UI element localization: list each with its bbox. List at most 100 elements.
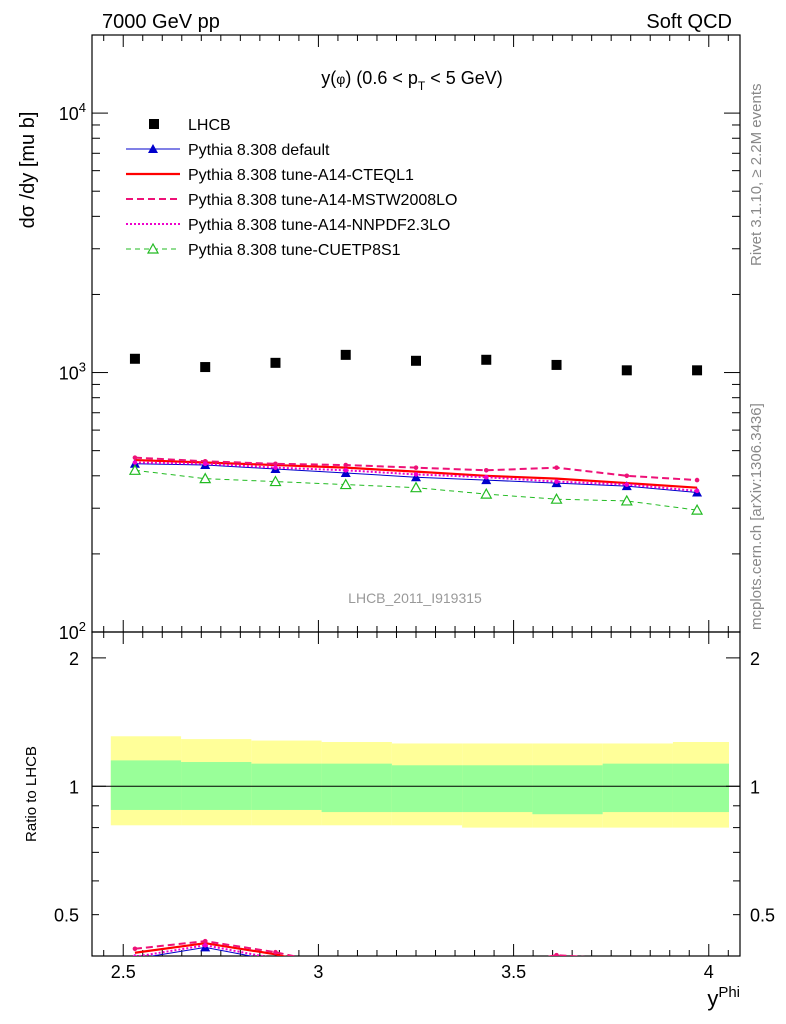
series-point	[343, 467, 349, 473]
reference-point	[621, 365, 632, 376]
series-point	[269, 475, 282, 487]
reference-point	[270, 357, 281, 368]
ratio-point	[624, 957, 629, 962]
series-point	[413, 472, 419, 477]
legend-label: LHCB	[188, 117, 231, 134]
series-point	[409, 481, 423, 493]
ratio-line	[134, 942, 287, 956]
legend-marker	[149, 119, 159, 129]
ratio-point	[624, 972, 629, 977]
reference-point	[481, 354, 492, 365]
band-1sigma	[110, 760, 182, 810]
ratio-series	[132, 938, 702, 1020]
series-point	[481, 475, 492, 485]
x-tick-label: 2.5	[111, 962, 136, 982]
reference-point	[692, 365, 703, 376]
series-point	[128, 464, 141, 475]
y-tick-label: 102	[59, 619, 86, 643]
band-1sigma	[532, 765, 603, 815]
x-tick-label: 3.5	[501, 962, 526, 982]
ratio-tick-label-right: 2	[750, 649, 760, 669]
ratio-line	[149, 946, 254, 956]
band-1sigma	[602, 763, 673, 813]
series-point	[411, 472, 421, 482]
ratio-point	[554, 976, 559, 981]
ratio-point	[343, 965, 348, 970]
legend-label: Pythia 8.308 tune-A14-NNPDF2.3LO	[188, 217, 450, 234]
analysis-id: LHCB_2011_I919315	[348, 590, 482, 606]
ratio-point	[200, 965, 210, 974]
reference-point	[411, 355, 421, 366]
reference-point	[200, 362, 211, 373]
series-line	[134, 458, 698, 489]
series-point	[199, 472, 212, 484]
ratio-series-group	[132, 938, 702, 1020]
series-point	[694, 488, 700, 494]
x-tick-label: 3	[313, 962, 323, 982]
series-point	[273, 465, 278, 470]
ratio-point	[695, 982, 700, 987]
ratio-point	[411, 973, 421, 982]
rivet-label: Rivet 3.1.10, ≥ 2.2M events	[748, 84, 765, 267]
ratio-line	[135, 970, 697, 1016]
ratio-tick-label-left: 2	[69, 649, 79, 669]
legend-label: Pythia 8.308 tune-A14-MSTW2008LO	[188, 192, 457, 209]
series-point	[343, 462, 349, 468]
ratio-point	[481, 1002, 491, 1011]
ratio-point	[275, 955, 276, 956]
header-right: Soft QCD	[646, 11, 732, 33]
legend-label: Pythia 8.308 default	[188, 142, 330, 159]
axis-ticks	[92, 34, 740, 957]
series-point	[483, 467, 489, 473]
series-point	[132, 455, 138, 460]
ratio-point	[341, 976, 351, 985]
tick-labels: 2.5 3 3.5 4 102 103 104 0.5 0.5 1 1 2 2	[54, 100, 775, 982]
ratio-point	[695, 964, 700, 969]
ratio-line	[134, 940, 586, 956]
main-series	[128, 349, 704, 515]
band-1sigma	[321, 763, 392, 813]
ratio-point	[484, 977, 489, 982]
chart-title: y(φ) (0.6 < pT < 5 GeV)	[321, 68, 503, 93]
legend-marker	[146, 242, 160, 254]
ratio-point	[411, 990, 421, 999]
x-axis-label: yPhi	[707, 984, 740, 1011]
series-point	[694, 477, 700, 483]
x-tick-label: 4	[704, 962, 714, 982]
band-1sigma	[672, 763, 729, 813]
ratio-point	[484, 966, 489, 971]
series-point	[550, 492, 563, 504]
band-1sigma	[391, 765, 463, 813]
ratio-point	[414, 971, 419, 976]
ratio-point	[552, 1002, 562, 1011]
series-point	[413, 465, 419, 470]
ratio-point	[554, 952, 559, 956]
series-point	[273, 461, 278, 467]
series-point	[624, 473, 630, 479]
ratio-point	[273, 949, 278, 955]
ratio-point	[552, 975, 562, 984]
ratio-point	[692, 982, 702, 991]
mcplots-label: mcplots.cern.ch [arXiv:1306.3436]	[748, 403, 765, 630]
ratio-point	[414, 960, 419, 965]
reference-point	[129, 353, 140, 364]
reference-point	[340, 349, 351, 360]
y-tick-label: 104	[59, 100, 86, 124]
series-point	[483, 474, 489, 480]
legend-marker	[148, 144, 158, 153]
ratio-tick-label-right: 1	[750, 777, 760, 797]
ratio-point	[692, 1011, 702, 1020]
ratio-tick-label-right: 0.5	[750, 906, 775, 926]
series-point	[554, 465, 559, 470]
y-tick-label: 103	[59, 360, 86, 384]
header-left: 7000 GeV pp	[102, 11, 220, 33]
ratio-tick-label-left: 1	[69, 777, 79, 797]
series-point	[624, 482, 630, 487]
band-1sigma	[462, 765, 533, 813]
band-1sigma	[251, 763, 322, 810]
ratio-uncertainty-bands	[92, 736, 740, 828]
legend-label: Pythia 8.308 tune-A14-CTEQL1	[188, 167, 414, 184]
ratio-point	[341, 995, 351, 1004]
ratio-point	[202, 942, 208, 948]
